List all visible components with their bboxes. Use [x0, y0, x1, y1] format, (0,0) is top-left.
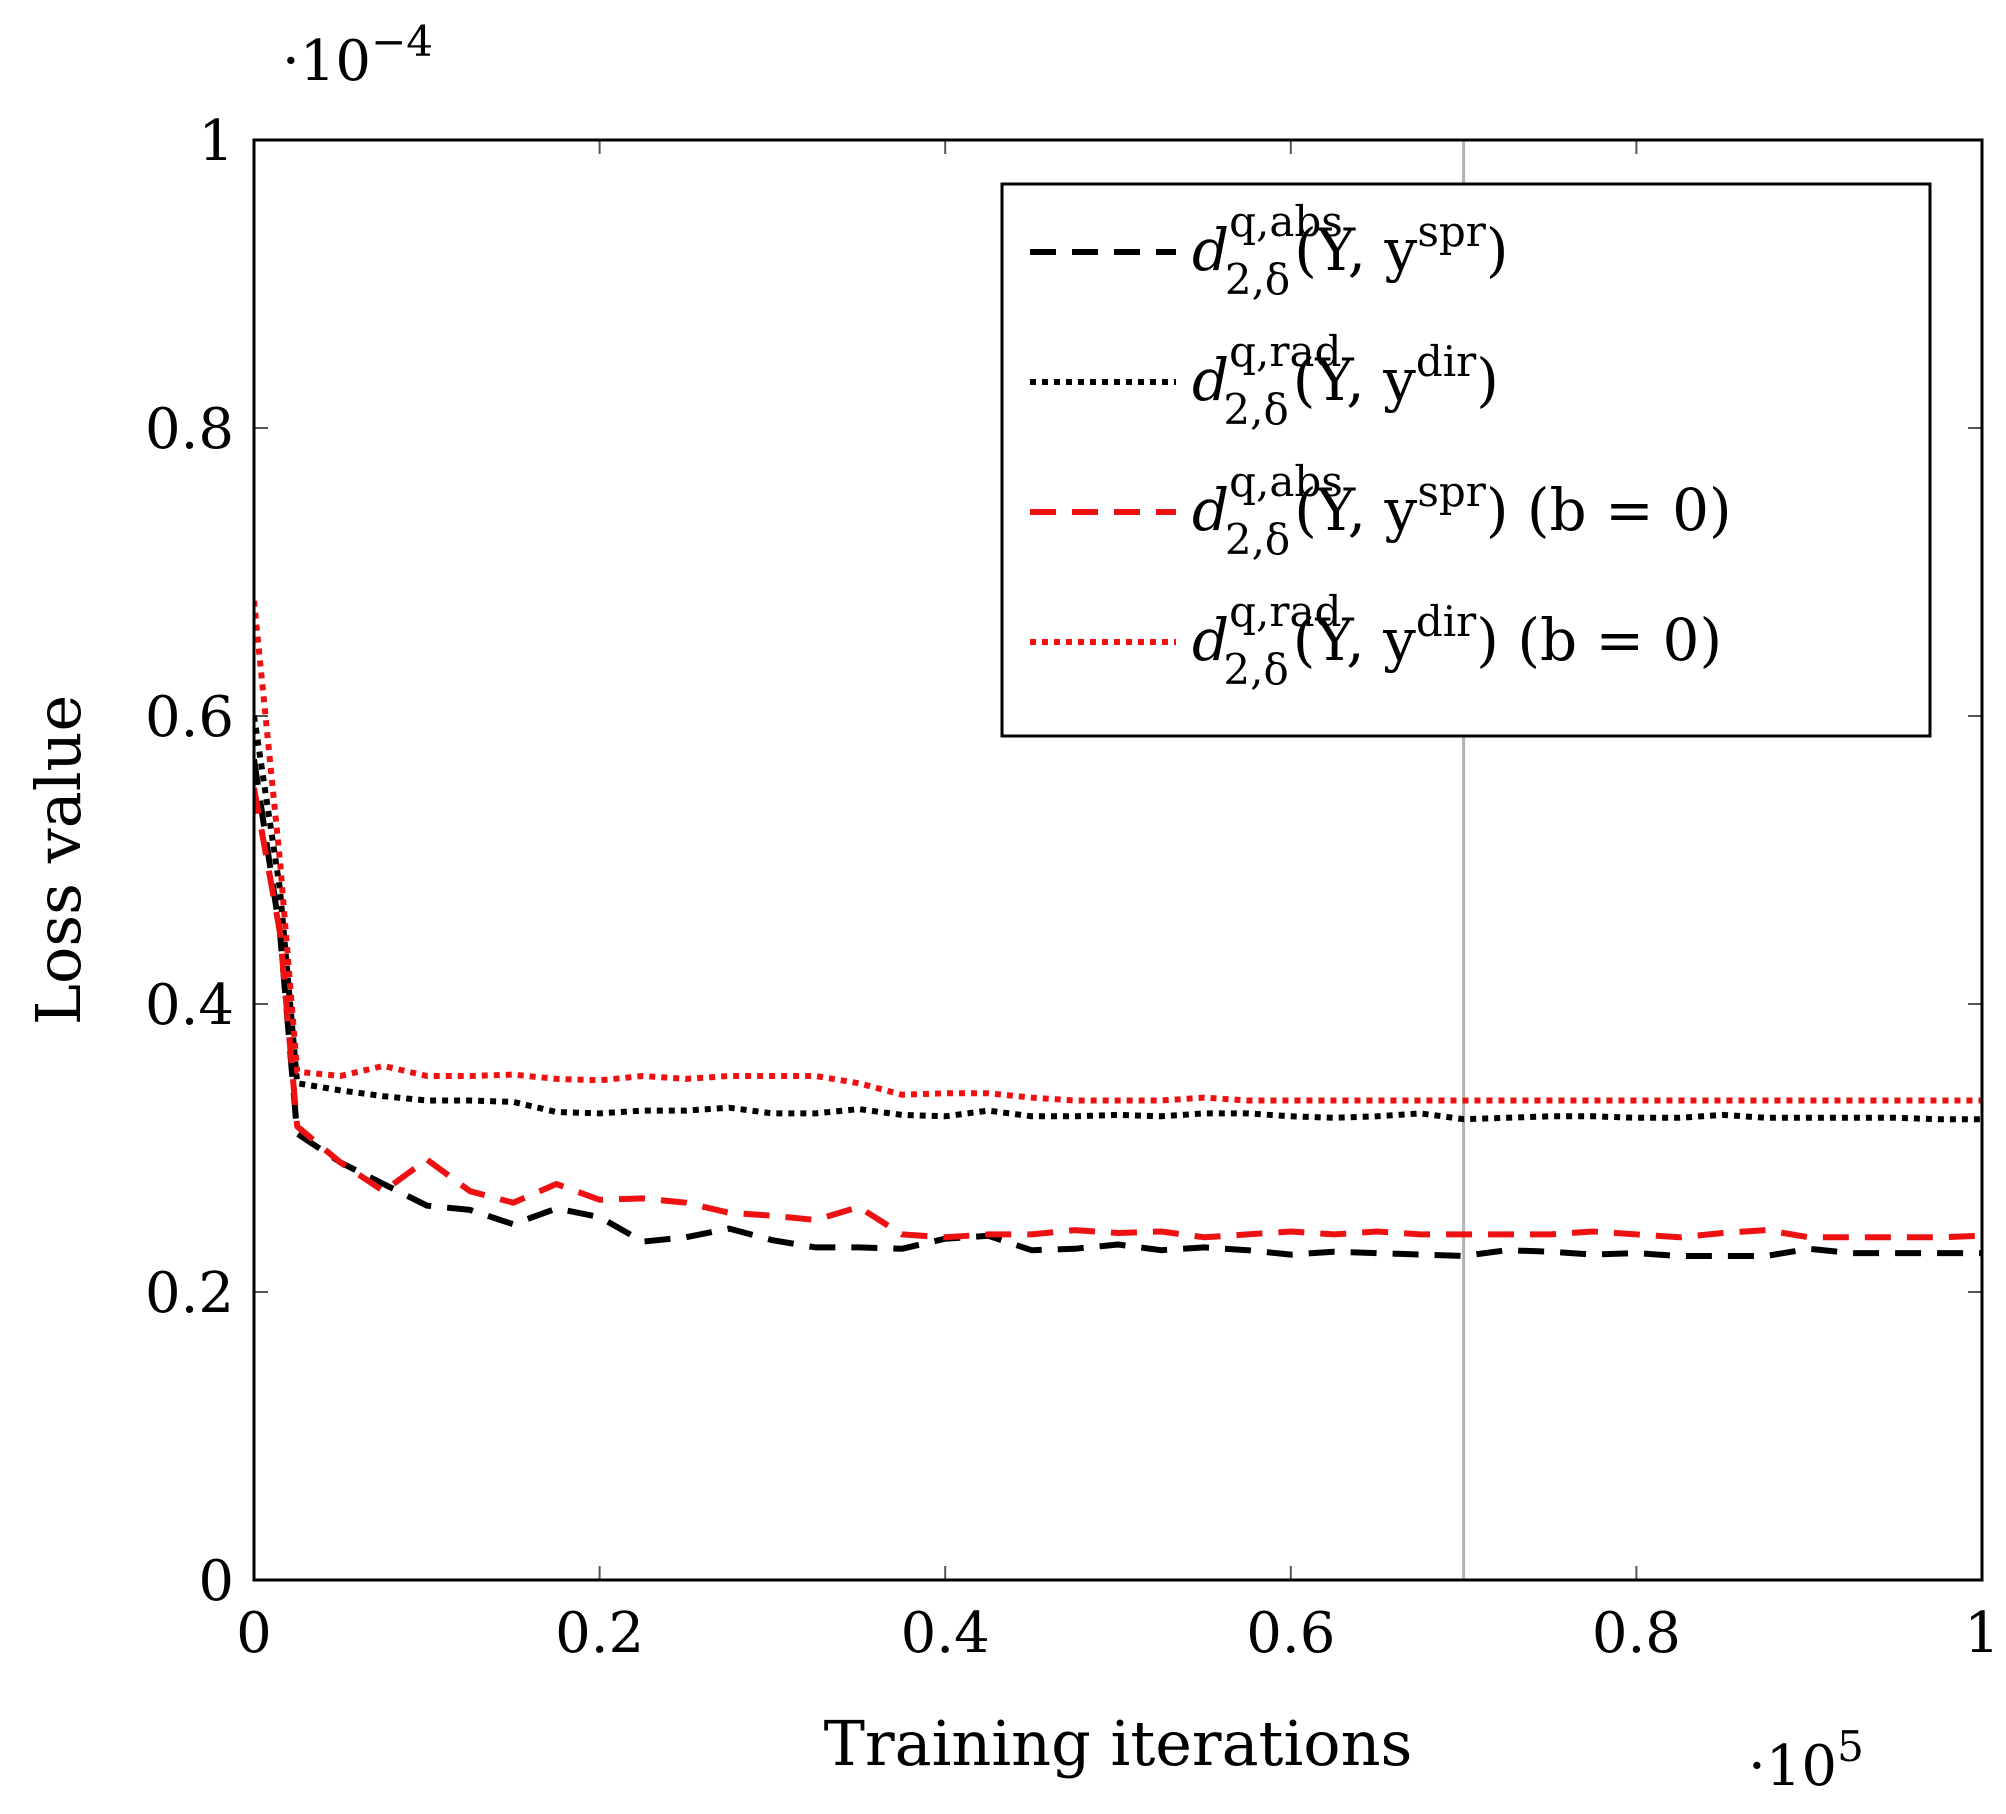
x-tick-label: 0 [236, 1601, 272, 1666]
x-axis-multiplier-exponent: 5 [1837, 1722, 1864, 1771]
x-tick-label: 0.4 [901, 1601, 990, 1666]
plot-frame [252, 138, 1984, 1582]
y-axis-multiplier-exponent: −4 [371, 17, 433, 66]
x-tick-labels: 0 0.2 0.4 0.6 0.8 1 [236, 1601, 2000, 1666]
series-line-2 [254, 715, 1982, 1123]
series-line-4 [254, 600, 1982, 1104]
legend-label: dq,abs 2,δ(Y, yspr) [1192, 197, 1508, 304]
y-axis-multiplier: ·10−4 [282, 17, 433, 94]
legend-label: dq,rad 2,δ(Y, ydir) [1192, 327, 1499, 434]
legend-entry-1: dq,abs 2,δ(Y, yspr) [1030, 197, 1508, 304]
legend-box [1000, 182, 1932, 738]
x-tick-label: 1 [1964, 1601, 2000, 1666]
series-line-1 [254, 758, 1982, 1259]
x-axis-multiplier: ·105 [1748, 1722, 1864, 1799]
legend-label: dq,abs 2,δ(Y, yspr) (b = 0) [1192, 457, 1732, 564]
y-tick-label: 0.4 [145, 973, 234, 1038]
series-line-3 [254, 787, 1982, 1241]
y-tick-label: 0.2 [145, 1261, 234, 1326]
x-axis-title: Training iterations [824, 1707, 1413, 1780]
y-axis-title: Loss value [22, 695, 95, 1025]
y-tick-label: 0.6 [145, 685, 234, 750]
legend-entry-3: dq,abs 2,δ(Y, yspr) (b = 0) [1030, 457, 1732, 564]
y-tick-label: 0.8 [145, 397, 234, 462]
series-layer [254, 600, 1982, 1259]
x-tick-label: 0.8 [1592, 1601, 1681, 1666]
y-tick-label: 0 [198, 1549, 234, 1614]
y-tick-label: 1 [198, 109, 234, 174]
x-tick-label: 0.6 [1246, 1601, 1335, 1666]
legend: dq,abs 2,δ(Y, yspr) dq,rad 2,δ(Y, ydir) dq,a… [1000, 182, 1932, 738]
legend-entry-4: dq,rad 2,δ(Y, ydir) (b = 0) [1030, 587, 1722, 694]
y-tick-labels: 0 0.2 0.4 0.6 0.8 1 [145, 109, 234, 1614]
legend-entry-2: dq,rad 2,δ(Y, ydir) [1030, 327, 1499, 434]
x-tick-label: 0.2 [555, 1601, 644, 1666]
legend-label: dq,rad 2,δ(Y, ydir) (b = 0) [1192, 587, 1722, 694]
